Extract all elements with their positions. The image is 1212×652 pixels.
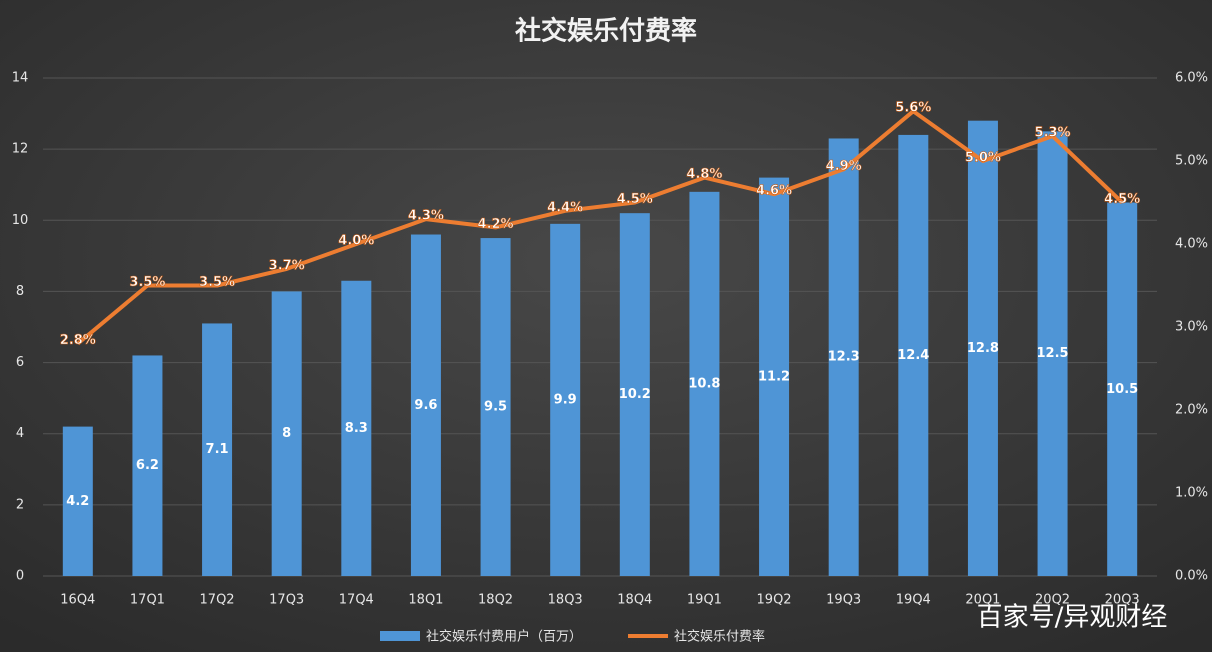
bar-value-label: 8 (282, 426, 291, 441)
bar-value-label: 8.3 (345, 421, 368, 436)
bar (410, 234, 441, 576)
y-tick-label: 2 (16, 497, 24, 512)
bar-value-label: 9.5 (484, 400, 507, 415)
y-tick-label: 8 (16, 284, 24, 299)
x-tick-label: 18Q3 (548, 593, 583, 608)
bar-value-label: 7.1 (206, 442, 229, 457)
y-tick-label: 4 (16, 426, 24, 441)
line-value-label: 4.0% (338, 234, 374, 249)
bar-value-label: 10.8 (688, 376, 720, 391)
x-tick-label: 20Q3 (1105, 593, 1140, 608)
y2-tick-label: 4.0% (1175, 237, 1208, 252)
y-tick-label: 0 (16, 569, 24, 584)
x-tick-label: 17Q1 (130, 593, 165, 608)
bar-value-label: 11.2 (758, 369, 790, 384)
line-value-label: 4.5% (1104, 192, 1140, 207)
bar (341, 280, 372, 576)
bar-value-label: 4.2 (66, 494, 89, 509)
line-value-label: 5.0% (965, 151, 1001, 166)
line-value-label: 3.5% (129, 275, 165, 290)
x-tick-label: 18Q1 (408, 593, 443, 608)
bar-value-label: 12.8 (967, 341, 999, 356)
x-tick-label: 18Q4 (617, 593, 652, 608)
bar-value-label: 12.4 (897, 348, 929, 363)
bar-value-label: 9.9 (554, 392, 577, 407)
chart-title: 社交娱乐付费率 (515, 16, 697, 47)
watermark: 百家号/异观财经 (977, 603, 1168, 633)
y2-tick-label: 1.0% (1175, 486, 1208, 501)
bar (828, 138, 859, 576)
line-value-label: 4.9% (826, 159, 862, 174)
y2-tick-label: 0.0% (1175, 569, 1208, 584)
line-value-label: 3.5% (199, 275, 235, 290)
bar (202, 323, 233, 576)
bar (619, 213, 650, 576)
bar-value-label: 6.2 (136, 458, 159, 473)
x-tick-label: 19Q4 (896, 593, 931, 608)
x-tick-label: 17Q2 (200, 593, 235, 608)
x-tick-label: 16Q4 (60, 593, 95, 608)
bar-value-label: 9.6 (414, 398, 437, 413)
line-value-label: 4.5% (617, 192, 653, 207)
line-value-label: 2.8% (60, 333, 96, 348)
line (76, 109, 1124, 346)
x-tick-label: 20Q2 (1035, 593, 1070, 608)
bar (132, 355, 163, 576)
bar (759, 177, 790, 576)
bar (898, 134, 929, 576)
bar (62, 426, 93, 576)
x-tick-label: 17Q3 (269, 593, 304, 608)
x-tick-label: 18Q2 (478, 593, 513, 608)
bar (967, 120, 998, 576)
y2-tick-label: 3.0% (1175, 320, 1208, 335)
bar (689, 191, 720, 577)
bar-value-label: 10.2 (619, 387, 651, 402)
y-tick-label: 6 (16, 355, 24, 370)
legend-label: 社交娱乐付费用户（百万） (426, 629, 582, 645)
x-tick-label: 17Q4 (339, 593, 374, 608)
bar (1107, 202, 1138, 576)
bar (550, 223, 581, 577)
x-tick-label: 19Q1 (687, 593, 722, 608)
x-tick-label: 19Q2 (757, 593, 792, 608)
legend-label: 社交娱乐付费率 (674, 629, 765, 645)
bar (480, 238, 511, 577)
legend-swatch (380, 631, 420, 641)
y-tick-label: 10 (12, 213, 29, 228)
bar (1037, 131, 1068, 576)
y2-tick-label: 5.0% (1175, 154, 1208, 169)
bar-value-label: 12.3 (828, 350, 860, 365)
bar-value-label: 10.5 (1106, 382, 1138, 397)
y-tick-label: 12 (12, 142, 29, 157)
y-tick-label: 14 (12, 71, 29, 86)
line-value-label: 5.3% (1035, 126, 1071, 141)
line-value-label: 3.7% (269, 258, 305, 273)
line-value-label: 4.3% (408, 209, 444, 224)
bar (271, 291, 302, 576)
y2-tick-label: 6.0% (1175, 71, 1208, 86)
line-value-label: 4.6% (756, 184, 792, 199)
y2-tick-label: 2.0% (1175, 403, 1208, 418)
line-value-label: 4.4% (547, 200, 583, 215)
x-tick-label: 20Q1 (965, 593, 1000, 608)
line-value-label: 4.2% (478, 217, 514, 232)
x-tick-label: 19Q3 (826, 593, 861, 608)
line-value-label: 4.8% (686, 167, 722, 182)
line-value-label: 5.6% (895, 101, 931, 116)
bar-value-label: 12.5 (1037, 346, 1069, 361)
